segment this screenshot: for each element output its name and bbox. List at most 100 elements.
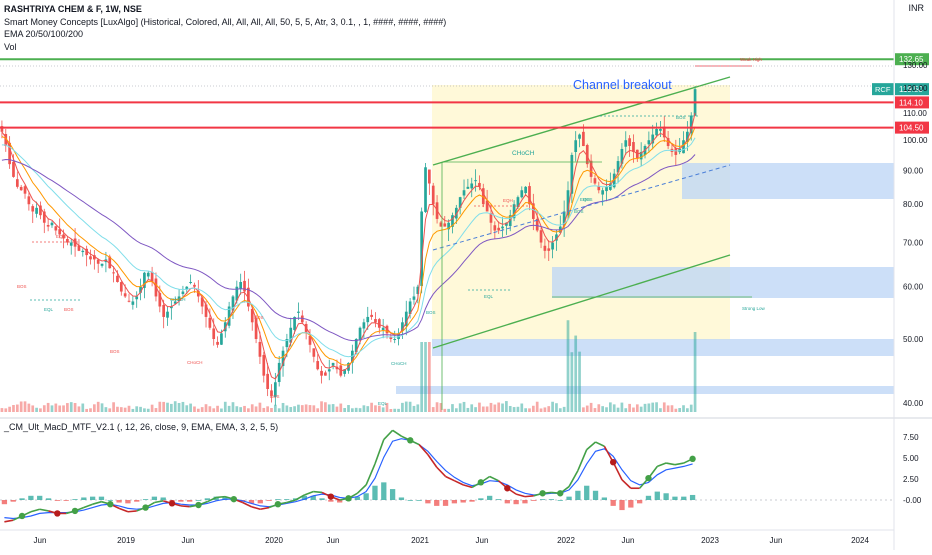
price-axis[interactable]: 40.00 50.00 60.00 70.00 80.00 90.00 100.00 110.… (903, 61, 928, 408)
channel-lower-line[interactable] (432, 254, 731, 349)
bos-label-2: BOS (64, 307, 74, 312)
macd-line-segment (30, 508, 40, 513)
volume-bar (250, 404, 254, 412)
eql-label: EQL (484, 294, 494, 299)
candle-body (316, 361, 320, 370)
candle-body (150, 271, 154, 282)
volume-bar (589, 402, 593, 412)
macd-hist-bar (337, 500, 343, 503)
volume-bar (693, 332, 697, 412)
volume-bar (347, 405, 350, 412)
macd-line-segment (83, 503, 93, 509)
macd-line-segment (392, 429, 402, 437)
candle-body (46, 225, 50, 227)
candle-body (96, 259, 100, 264)
volume-bar (351, 408, 354, 412)
volume-bar (131, 408, 135, 412)
volume-bar (173, 401, 177, 412)
channel-breakout-label: Channel breakout (573, 78, 672, 92)
macd-cross-dot (18, 512, 26, 520)
macd-hist-bar (539, 499, 546, 500)
candle-body (624, 140, 628, 147)
price-tick-label: 110.00 (903, 109, 927, 118)
volume-bar (385, 402, 389, 412)
candle-body (393, 339, 397, 341)
volume-bar (277, 408, 281, 412)
candle-body (616, 161, 620, 173)
macd-line-segment (374, 439, 385, 465)
volume-bar (204, 404, 208, 412)
macd-axis[interactable]: -0.00 2.50 5.00 7.50 (903, 433, 922, 505)
symbol-title[interactable]: RASHTRIYA CHEM & F, 1W, NSE (4, 4, 142, 14)
volume-bar (655, 402, 658, 412)
candle-body (193, 284, 196, 287)
volume-bar (478, 402, 481, 412)
candle-body (185, 286, 189, 290)
macd-hist-bar (319, 498, 325, 500)
volume-bar (316, 408, 320, 412)
time-axis[interactable]: Jun 2019 Jun 2020 Jun 2021 Jun 2022 Jun 2023 Jun 20… (34, 536, 870, 545)
macd-hist-bar (681, 496, 687, 500)
macd-hist-bar (19, 498, 25, 500)
volume-bar (520, 403, 524, 412)
volume-bar (431, 407, 435, 412)
volume-legend[interactable]: Vol (4, 42, 17, 52)
ticker-label: RCF (875, 85, 891, 94)
candle-body (35, 207, 38, 214)
volume-bar (58, 405, 62, 412)
macd-line-segment (295, 494, 305, 501)
macd-tick-label: 7.50 (903, 433, 919, 442)
channel-upper-line[interactable] (432, 76, 731, 166)
volume-bar (501, 403, 504, 412)
ema-line-0 (1, 112, 696, 380)
macd-hist-bar (134, 500, 140, 502)
bos-label-5: BOS (270, 394, 280, 399)
macd-hist-bar (310, 495, 316, 500)
volume-bar (597, 404, 601, 412)
candle-body (478, 182, 481, 187)
volume-bar (458, 403, 462, 412)
volume-bar (62, 405, 65, 412)
time-tick-label: Jun (476, 536, 489, 545)
macd-hist-bar (125, 500, 131, 504)
volume-bar (651, 402, 655, 412)
candle-body (196, 290, 200, 297)
macd-hist-bar (654, 491, 660, 500)
macd-line-segment (154, 500, 164, 504)
candle-body (420, 211, 424, 286)
time-tick-label: Jun (622, 536, 635, 545)
volume-bar (139, 406, 142, 412)
volume-bar (466, 407, 470, 412)
macd-legend[interactable]: _CM_Ult_MacD_MTF_V2.1 (, 12, 26, close, … (4, 422, 279, 432)
macd-line-segment (313, 490, 323, 494)
candle-body (528, 186, 531, 205)
volume-bar (123, 407, 127, 412)
volume-bar (193, 406, 196, 412)
volume-bar (401, 402, 404, 412)
annotations-layer: Channel breakout CHoCH Weak High Strong … (17, 57, 766, 406)
ema-line-3 (1, 154, 696, 342)
volume-bar (543, 407, 547, 412)
candle-body (474, 180, 477, 182)
macd-line-segment (4, 519, 14, 523)
demand-zone-low (432, 339, 894, 356)
candle-body (327, 369, 331, 372)
smc-indicator-legend[interactable]: Smart Money Concepts [LuxAlgo] (Historic… (4, 17, 447, 27)
candle-body (300, 315, 304, 323)
macd-hist-bar (610, 500, 616, 506)
macd-hist-bar (328, 500, 334, 502)
ema-legend[interactable]: EMA 20/50/100/200 (4, 29, 84, 39)
volume-bar (96, 401, 100, 412)
macd-hist-bar (1, 500, 8, 505)
volume-bar (327, 404, 331, 412)
candle-body (462, 190, 466, 196)
macd-line-segment (127, 510, 137, 513)
volume-bar (555, 403, 558, 412)
volume-bar (516, 406, 520, 412)
volume-bar (612, 404, 616, 412)
level-price-tag (895, 96, 929, 109)
macd-hist-bar (504, 500, 510, 504)
volume-bar (582, 407, 585, 412)
